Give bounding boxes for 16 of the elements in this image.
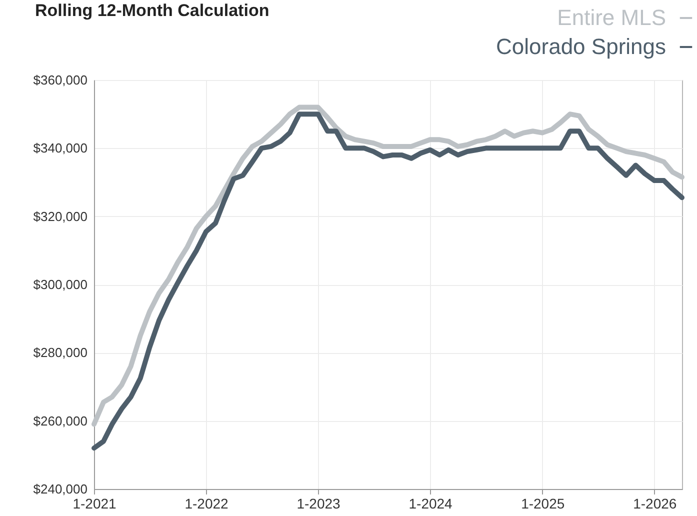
y-tick-label: $360,000 <box>33 72 88 88</box>
x-tick-label: 1-2024 <box>408 496 453 512</box>
legend-label: Entire MLS <box>557 5 666 30</box>
x-tick-label: 1-2021 <box>72 496 117 512</box>
legend-label: Colorado Springs <box>496 34 666 59</box>
y-tick-label: $340,000 <box>33 140 88 156</box>
y-tick-label: $280,000 <box>33 345 88 360</box>
y-tick-label: $240,000 <box>33 482 88 496</box>
chart-title: Rolling 12-Month Calculation <box>35 1 270 21</box>
x-tick-label: 1-2022 <box>184 496 229 512</box>
x-tick-label: 1-2025 <box>521 496 565 512</box>
x-tick-label: 1-2023 <box>296 496 341 512</box>
y-tick-label: $320,000 <box>33 208 88 224</box>
y-tick-label: $300,000 <box>33 277 88 292</box>
x-tick-label: 1-2026 <box>633 496 677 512</box>
y-tick-label: $260,000 <box>33 413 88 428</box>
